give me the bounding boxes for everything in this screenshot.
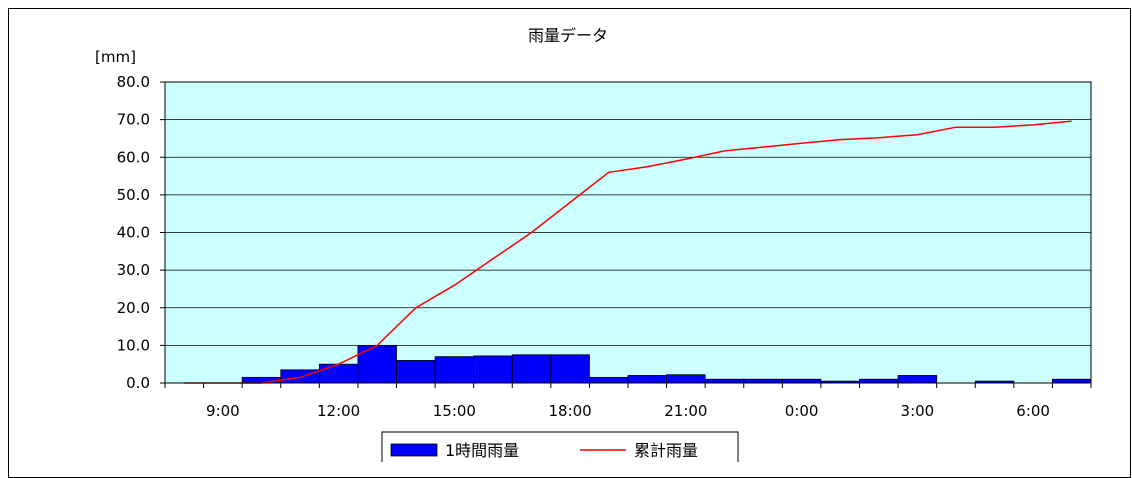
bar-hourly (666, 374, 706, 384)
legend-box (381, 431, 739, 462)
legend-label-hourly: 1時間雨量 (445, 441, 519, 460)
legend-label-cumulative: 累計雨量 (634, 441, 698, 460)
x-tick-label: 18:00 (549, 402, 592, 420)
x-tick-label: 3:00 (901, 402, 935, 420)
bar-hourly (396, 360, 436, 384)
rainfall-chart: 雨量データ [mm] 0.0 10.0 20.0 30.0 40.0 50.0 60.0 70… (95, 26, 1092, 462)
bar-hourly (550, 354, 590, 384)
bar-hourly (743, 378, 783, 384)
axes (160, 81, 1092, 388)
bar-hourly (280, 369, 320, 384)
y-tick-label: 50.0 (117, 186, 150, 204)
bar-hourly (859, 378, 899, 384)
bar-hourly (357, 344, 397, 384)
y-tick-label: 60.0 (117, 148, 150, 166)
x-tick-label: 6:00 (1016, 402, 1050, 420)
bar-hourly (511, 354, 552, 384)
bar-series-hourly (241, 344, 1092, 384)
y-tick-label: 0.0 (126, 374, 150, 392)
bar-hourly (704, 378, 745, 384)
bar-hourly (1052, 378, 1092, 384)
y-tick-label: 80.0 (117, 73, 150, 91)
line-cumulative (184, 120, 1072, 384)
x-tick-label: 9:00 (206, 402, 240, 420)
bar-hourly (473, 355, 513, 384)
x-tick-label: 21:00 (664, 402, 707, 420)
gridlines (165, 81, 1091, 384)
x-tick-labels: 9:00 12:00 15:00 18:00 21:00 0:00 3:00 6:00 (206, 402, 1050, 420)
y-tick-labels: 0.0 10.0 20.0 30.0 40.0 50.0 60.0 70.0 80.0 (117, 73, 150, 392)
x-tick-label: 12:00 (317, 402, 360, 420)
bar-hourly (897, 375, 938, 384)
x-tick-label: 0:00 (785, 402, 819, 420)
bar-hourly (434, 356, 475, 384)
bar-hourly (627, 375, 667, 384)
y-tick-label: 10.0 (117, 336, 150, 354)
bar-hourly (241, 376, 282, 384)
y-axis-unit-label: [mm] (95, 48, 136, 66)
line-series-cumulative (184, 120, 1072, 384)
y-tick-label: 30.0 (117, 261, 150, 279)
bar-hourly (781, 378, 822, 384)
bar-hourly (589, 376, 629, 384)
legend-swatch-hourly (390, 443, 438, 457)
x-tick-label: 15:00 (433, 402, 476, 420)
y-tick-label: 20.0 (117, 299, 150, 317)
legend: 1時間雨量 累計雨量 (381, 431, 739, 462)
y-tick-label: 70.0 (117, 111, 150, 129)
chart-title: 雨量データ (528, 26, 608, 45)
bar-hourly (318, 363, 359, 384)
y-tick-label: 40.0 (117, 224, 150, 242)
